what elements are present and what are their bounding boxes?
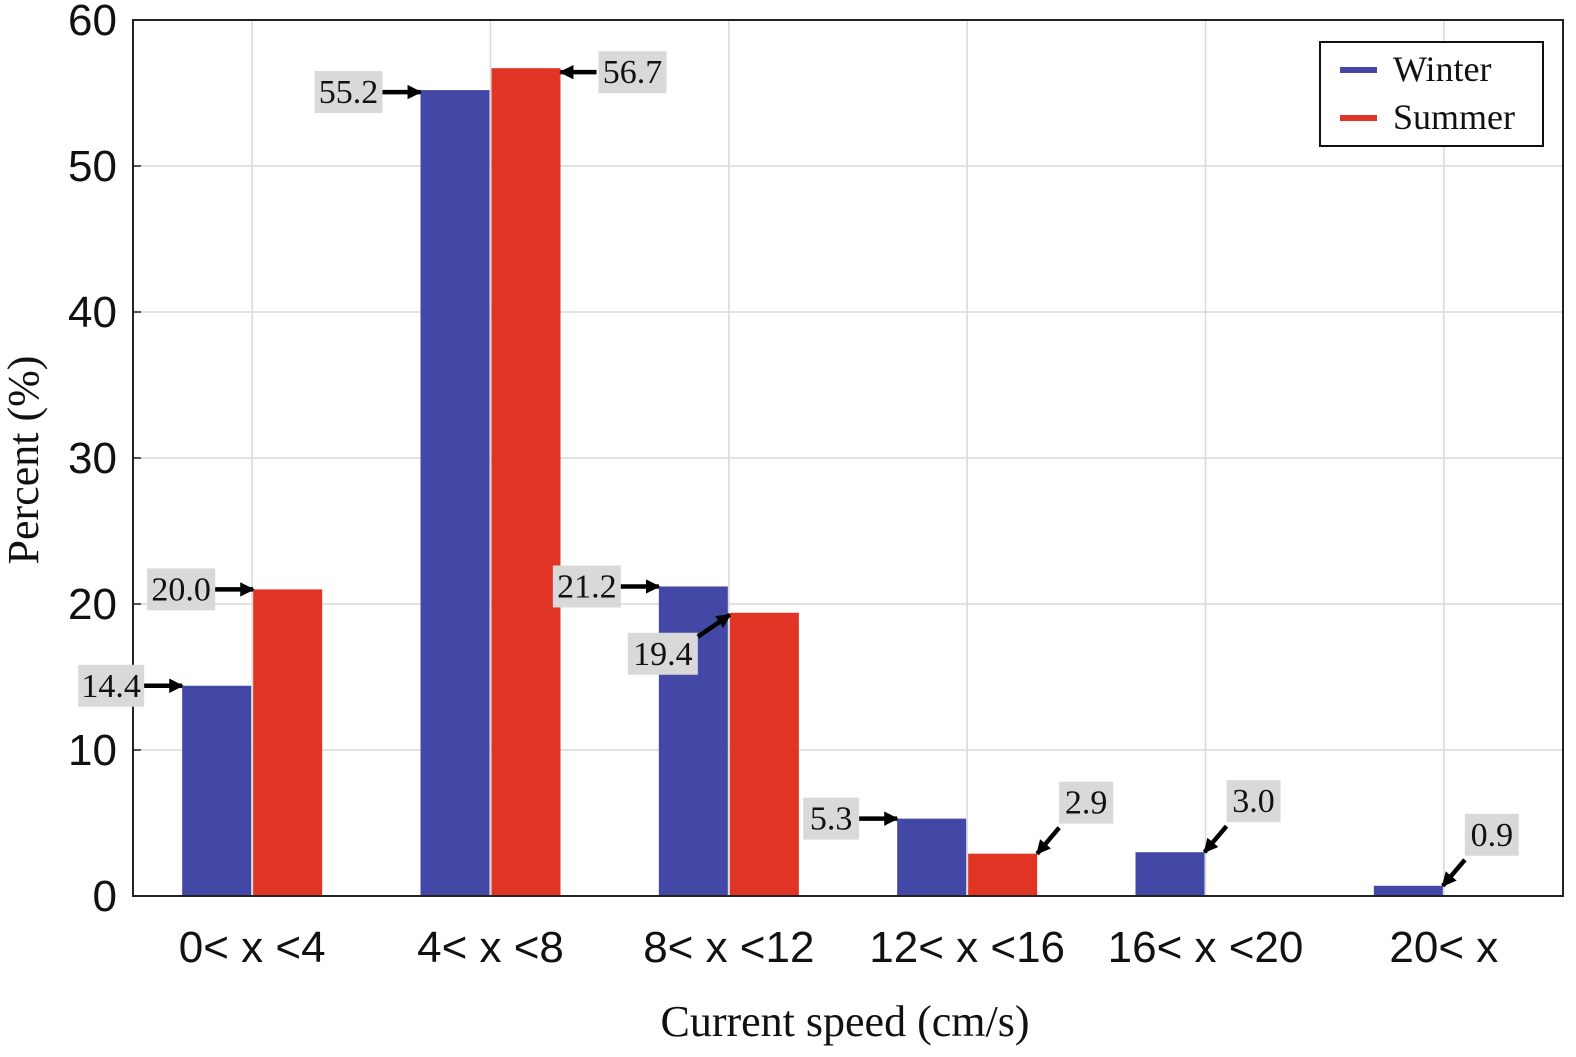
data-label-winter-1: 55.2 — [314, 71, 422, 114]
bar-summer-2 — [729, 612, 799, 896]
data-label-winter-4: 3.0 — [1202, 780, 1281, 854]
data-label-box — [598, 51, 667, 94]
data-label-arrow — [696, 612, 732, 639]
bar-winter-5 — [1373, 885, 1443, 896]
data-label-box — [147, 568, 216, 611]
bar-winter-0 — [182, 685, 252, 896]
data-label-box — [1464, 813, 1519, 856]
bar-winter-4 — [1135, 852, 1205, 896]
bar-winter-3 — [897, 818, 967, 896]
data-label-summer-1: 56.7 — [559, 51, 667, 94]
x-tick-label-5: 20< x — [1389, 923, 1498, 972]
y-tick-label-30: 30 — [68, 434, 117, 483]
data-label-text: 55.2 — [319, 74, 379, 111]
data-label-text: 21.2 — [557, 568, 617, 605]
y-axis-title: Percent (%) — [0, 356, 48, 565]
y-tick-label-40: 40 — [68, 288, 117, 337]
data-label-arrow — [1441, 858, 1467, 888]
legend: Winter Summer — [1319, 41, 1544, 147]
data-label-winter-0: 14.4 — [78, 664, 184, 707]
bar-summer-1 — [491, 68, 561, 897]
data-label-box — [1226, 780, 1281, 823]
legend-label-summer: Summer — [1393, 97, 1515, 137]
y-tick-label-0: 0 — [93, 872, 117, 921]
data-label-box — [627, 632, 698, 675]
bar-summer-0 — [253, 589, 323, 896]
data-label-text: 56.7 — [603, 54, 663, 91]
x-tick-label-4: 16< x <20 — [1108, 923, 1304, 972]
data-label-text: 19.4 — [633, 636, 693, 673]
data-label-summer-2: 19.4 — [627, 612, 732, 675]
y-tick-label-20: 20 — [68, 580, 117, 629]
data-label-box — [1059, 781, 1114, 824]
data-label-text: 14.4 — [81, 668, 141, 705]
data-label-winter-2: 21.2 — [552, 565, 661, 608]
data-label-text: 3.0 — [1232, 783, 1275, 820]
data-label-arrow — [1035, 826, 1061, 856]
bar-winter-1 — [420, 90, 490, 896]
x-tick-label-2: 8< x <12 — [643, 923, 814, 972]
x-tick-label-0: 0< x <4 — [179, 923, 326, 972]
data-label-text: 5.3 — [810, 801, 853, 838]
data-label-arrow — [1202, 824, 1229, 854]
data-label-box — [78, 664, 145, 707]
x-tick-label-3: 12< x <16 — [869, 923, 1065, 972]
x-tick-labels: 0< x <4 4< x <8 8< x <12 12< x <16 16< x <20… — [179, 923, 1498, 972]
legend-label-winter: Winter — [1393, 49, 1492, 89]
bars — [182, 68, 1443, 897]
data-label-text: 20.0 — [151, 571, 211, 608]
data-label-summer-0: 20.0 — [147, 568, 255, 611]
data-label-summer-3: 2.9 — [1035, 781, 1114, 856]
y-tick-label-50: 50 — [68, 142, 117, 191]
y-tick-labels: 0 10 20 30 40 50 60 — [68, 0, 141, 921]
grid-lines — [133, 20, 1563, 896]
data-label-box — [314, 71, 383, 114]
data-label-winter-3: 5.3 — [803, 797, 899, 840]
data-label-box — [803, 797, 860, 840]
y-tick-label-60: 60 — [68, 0, 117, 45]
data-label-text: 0.9 — [1471, 817, 1514, 854]
x-tick-label-1: 4< x <8 — [417, 923, 564, 972]
legend-box — [1319, 41, 1544, 147]
data-label-box — [552, 565, 621, 608]
y-tick-label-10: 10 — [68, 726, 117, 775]
data-labels: 14.4 20.0 55.2 56.7 21.2 19.4 5.3 2.9 3.0 0.9 — [78, 51, 1519, 888]
bar-summer-3 — [968, 853, 1038, 896]
data-label-text: 2.9 — [1065, 785, 1108, 822]
x-axis-title: Current speed (cm/s) — [661, 997, 1030, 1046]
data-label-winter-5: 0.9 — [1441, 813, 1519, 888]
